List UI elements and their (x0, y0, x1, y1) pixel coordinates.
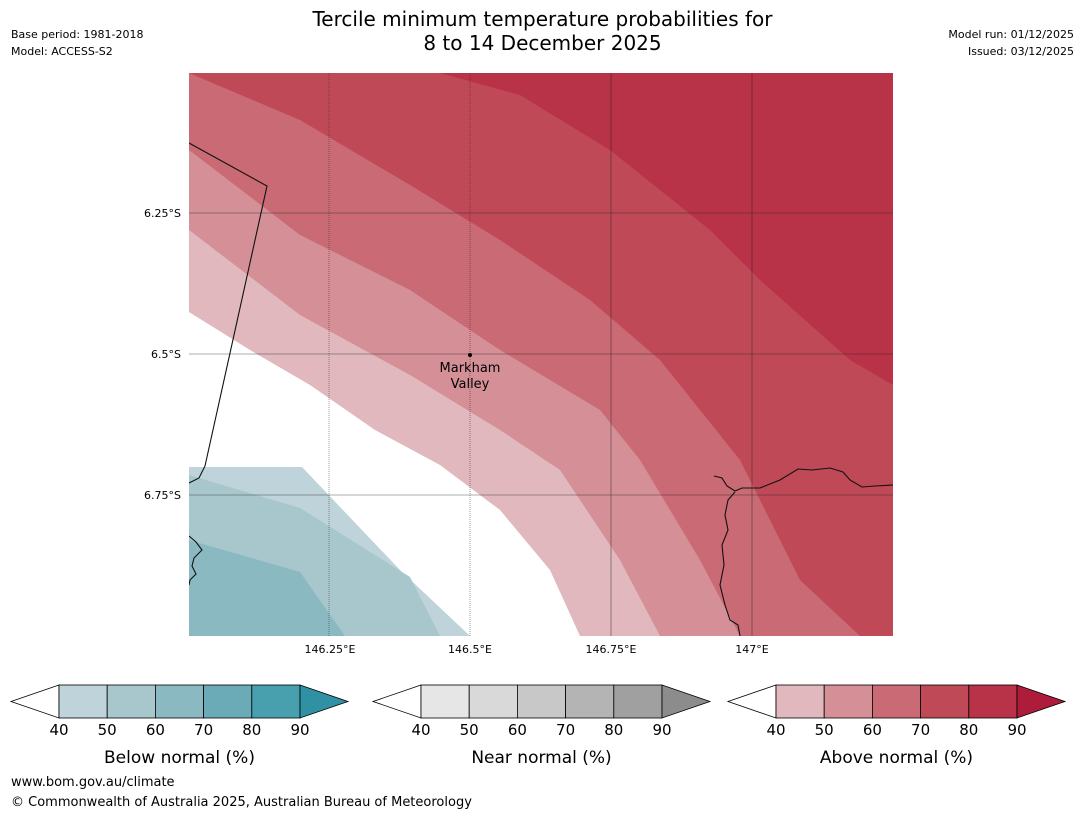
legend-title: Near normal (%) (471, 748, 611, 768)
lon-labels: 146.25°E 146.5°E 146.75°E 147°E (305, 643, 769, 656)
legend-swatch (203, 684, 253, 719)
title-line-1: Tercile minimum temperature probabilitie… (312, 7, 773, 31)
place-label-line-1: Markham (440, 361, 501, 376)
legend-swatch (823, 684, 873, 719)
lon-label-1465: 146.5°E (448, 643, 492, 656)
legend-tick-label: 50 (815, 721, 834, 739)
chart-title: Tercile minimum temperature probabilitie… (0, 7, 1085, 55)
legend-tick-label: 70 (194, 721, 213, 739)
legend-tick-label: 90 (290, 721, 309, 739)
province-border (189, 142, 268, 484)
legend-swatch (872, 684, 922, 719)
legend-tick-label: 70 (556, 721, 575, 739)
legend-tick-label: 60 (508, 721, 527, 739)
legend-swatch (517, 684, 567, 719)
graticule (189, 73, 893, 636)
legend-tick-label: 40 (411, 721, 430, 739)
lat-label-650: 6.5°S (151, 348, 181, 361)
legend-tick-label: 80 (242, 721, 261, 739)
model-run: Model run: 01/12/2025 (948, 28, 1074, 41)
legend-extend-low (726, 684, 777, 719)
below-band-60 (189, 540, 345, 636)
legend-tick-label: 50 (98, 721, 117, 739)
boundaries (189, 142, 893, 636)
legend-tick-label: 80 (959, 721, 978, 739)
legend-tick-label: 40 (49, 721, 68, 739)
place-label-line-2: Valley (451, 377, 490, 392)
legend-tick-label: 90 (1007, 721, 1026, 739)
title-line-2: 8 to 14 December 2025 (423, 31, 662, 55)
lat-label-625: 6.25°S (144, 207, 181, 220)
legend-swatch (251, 684, 301, 719)
legend-title: Below normal (%) (104, 748, 255, 768)
header-left-meta: Base period: 1981-2018 Model: ACCESS-S2 (11, 26, 143, 60)
legend-swatch (565, 684, 615, 719)
lat-labels: 6.25°S 6.5°S 6.75°S (144, 207, 181, 502)
legend-extend-low (9, 684, 60, 719)
legend-3: 40 50 60 70 80 90 Above normal (%) (726, 684, 1067, 768)
lon-label-147: 147°E (735, 643, 768, 656)
base-period: Base period: 1981-2018 (11, 28, 144, 41)
legend-swatch (468, 684, 518, 719)
legend-tick-label: 80 (604, 721, 623, 739)
legend-swatch (106, 684, 156, 719)
legend-extend-high (1016, 684, 1067, 719)
legend-swatch (58, 684, 108, 719)
probability-shading (189, 73, 893, 636)
legend-swatch (920, 684, 970, 719)
legend-swatch (154, 684, 204, 719)
legend-tick-label: 60 (863, 721, 882, 739)
legend-extend-high (661, 684, 712, 719)
legend-swatch (775, 684, 825, 719)
legend-tick-label: 70 (911, 721, 930, 739)
lon-label-14625: 146.25°E (305, 643, 356, 656)
legend-tick-label: 50 (460, 721, 479, 739)
lat-label-675: 6.75°S (144, 489, 181, 502)
legend-tick-label: 40 (766, 721, 785, 739)
legend-extend-low (371, 684, 422, 719)
legend-2: 40 50 60 70 80 90 Near normal (%) (371, 684, 712, 768)
markham-valley-marker (468, 353, 472, 357)
footer-url[interactable]: www.bom.gov.au/climate (11, 775, 175, 790)
legend-1: 40 50 60 70 80 90 Below normal (%) (9, 684, 350, 768)
legend-tick-label: 60 (146, 721, 165, 739)
river-east (719, 491, 741, 636)
issued-date: Issued: 03/12/2025 (967, 45, 1074, 58)
lon-label-14675: 146.75°E (586, 643, 637, 656)
legend-extend-high (299, 684, 350, 719)
legend-tick-label: 90 (652, 721, 671, 739)
legend-swatch (968, 684, 1018, 719)
coastline-west (189, 535, 203, 586)
coastline-east (713, 467, 893, 492)
legend-swatch (420, 684, 470, 719)
footer-copyright: © Commonwealth of Australia 2025, Austra… (11, 795, 472, 810)
legend-title: Above normal (%) (820, 748, 973, 768)
legends: 40 50 60 70 80 90 Below normal (%) 40 50 60 70 80 90… (9, 684, 1067, 768)
model-name: Model: ACCESS-S2 (11, 45, 113, 58)
legend-swatch (613, 684, 663, 719)
header-right-meta: Model run: 01/12/2025 Issued: 03/12/2025 (948, 26, 1074, 60)
